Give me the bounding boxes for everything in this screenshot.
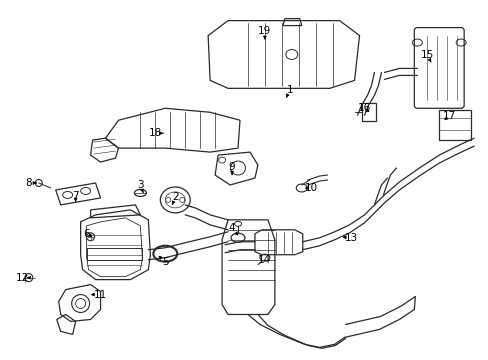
Text: 8: 8: [25, 178, 32, 188]
Text: 6: 6: [83, 229, 90, 239]
Text: 17: 17: [442, 111, 455, 121]
Text: 9: 9: [228, 162, 235, 172]
Text: 13: 13: [344, 233, 358, 243]
Text: 7: 7: [72, 191, 79, 201]
Text: 11: 11: [94, 289, 107, 300]
Text: 14: 14: [258, 255, 271, 265]
Bar: [86, 248, 142, 260]
Text: 19: 19: [258, 26, 271, 36]
Text: 10: 10: [305, 183, 318, 193]
Text: 16: 16: [357, 103, 370, 113]
Text: 2: 2: [172, 192, 178, 202]
Bar: [361, 103, 376, 121]
Text: 12: 12: [16, 273, 29, 283]
Text: 4: 4: [228, 223, 235, 233]
Text: 18: 18: [148, 128, 162, 138]
Text: 3: 3: [137, 180, 143, 190]
Text: 1: 1: [286, 85, 292, 95]
Text: 15: 15: [420, 50, 433, 60]
Bar: [438, 110, 470, 140]
Text: 5: 5: [162, 257, 168, 267]
